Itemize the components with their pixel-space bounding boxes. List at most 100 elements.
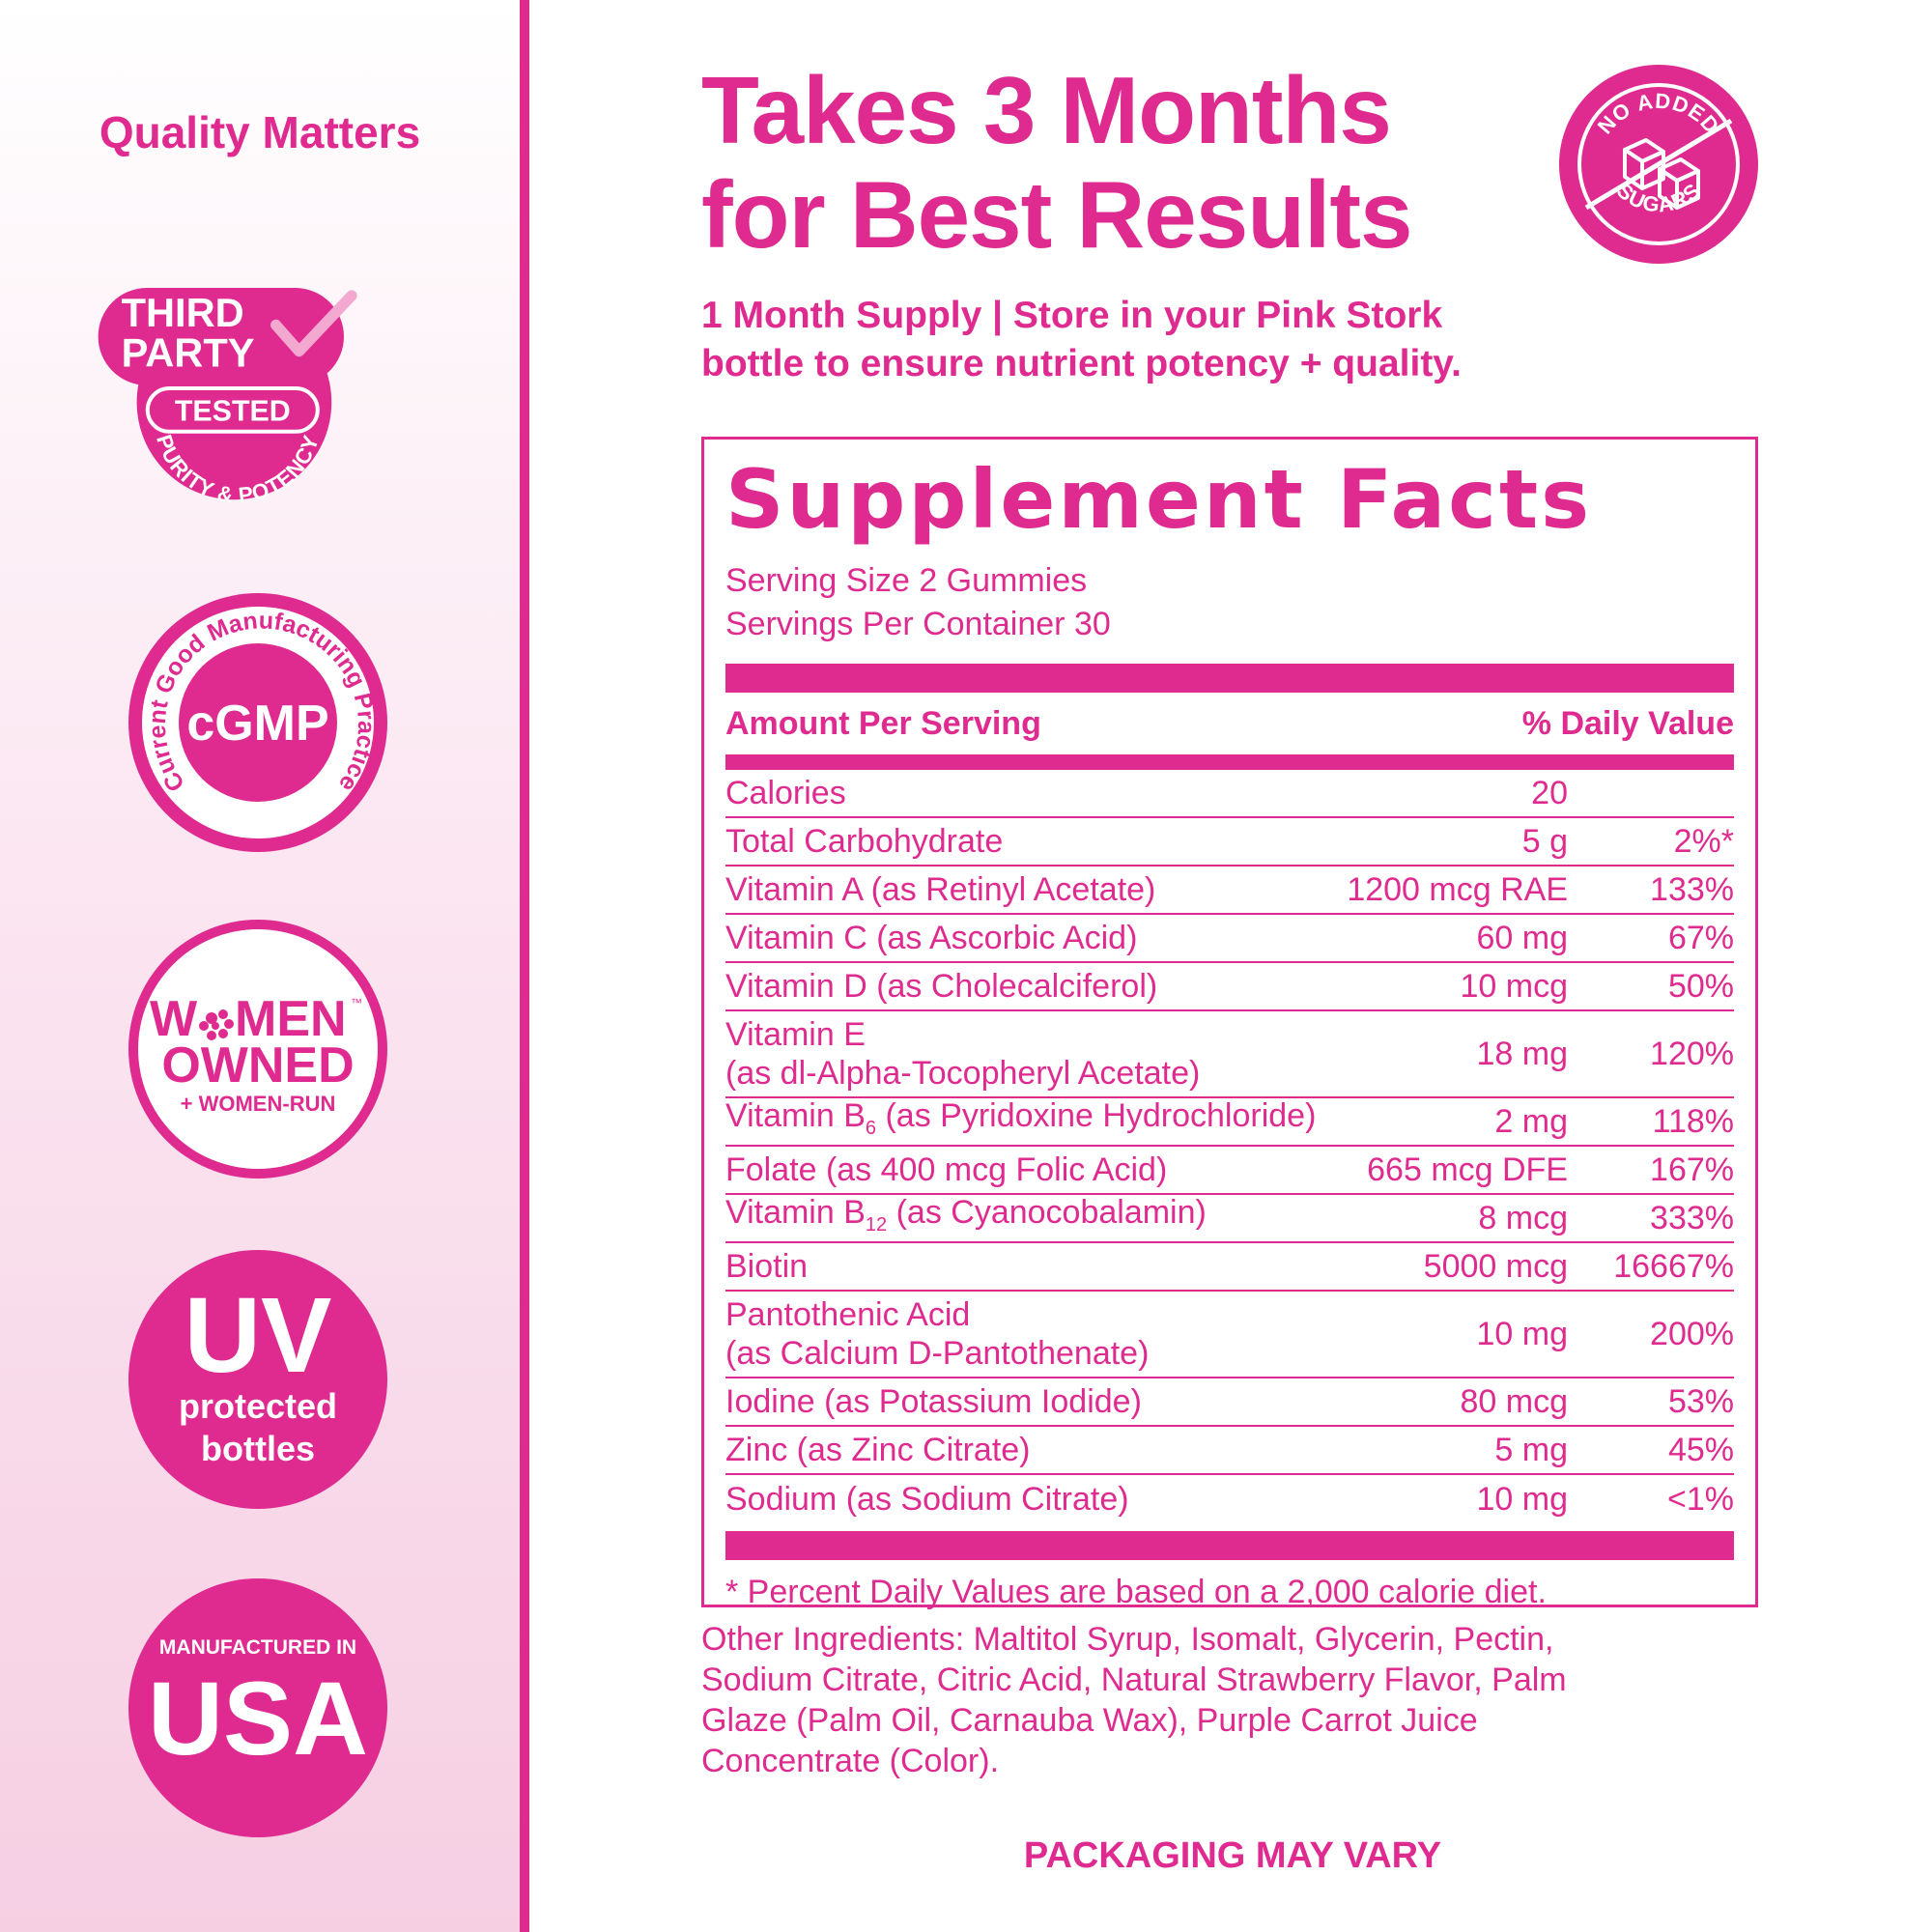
supply-line2: bottle to ensure nutrient potency + qual… xyxy=(701,343,1462,384)
uv-bottles: bottles xyxy=(201,1429,315,1468)
nutrient-amount: 665 mcg DFE xyxy=(1367,1151,1568,1188)
nutrient-name-line2: (as Calcium D-Pantothenate) xyxy=(725,1335,1150,1372)
servings-per-container: Servings Per Container 30 xyxy=(725,606,1111,642)
tested-label: TESTED xyxy=(175,395,291,428)
nutrient-name-pre: Vitamin B xyxy=(725,1193,866,1231)
facts-header-row: Amount Per Serving % Daily Value xyxy=(725,693,1734,754)
ingredients-line2: Sodium Citrate, Citric Acid, Natural Str… xyxy=(701,1662,1567,1698)
nutrient-dv: 50% xyxy=(1667,968,1734,1005)
supply-line1: 1 Month Supply | Store in your Pink Stor… xyxy=(701,295,1443,336)
headline-line2: for Best Results xyxy=(701,161,1413,268)
checkmark-icon: THIRD PARTY TESTED PURITY & POTENCY xyxy=(98,288,357,507)
table-row: Vitamin A (as Retinyl Acetate) 1200 mcg … xyxy=(725,867,1734,915)
quality-title: Quality Matters xyxy=(99,107,421,157)
uv-protected: protected xyxy=(179,1386,337,1426)
nutrient-amount: 1200 mcg RAE xyxy=(1347,871,1568,908)
nutrient-dv: <1% xyxy=(1667,1481,1734,1518)
nutrient-name-line2: (as dl-Alpha-Tocopheryl Acetate) xyxy=(725,1055,1201,1092)
nutrient-name: Total Carbohydrate xyxy=(725,823,1004,860)
nutrient-dv: 2%* xyxy=(1673,823,1734,860)
nutrient-dv: 16667% xyxy=(1613,1248,1734,1285)
nutrient-name-line1: Pantothenic Acid xyxy=(725,1296,971,1333)
table-row: Calories 20 xyxy=(725,770,1734,818)
nutrient-name: Iodine (as Potassium Iodide) xyxy=(725,1383,1142,1420)
headline-line1: Takes 3 Months xyxy=(701,57,1392,163)
nutrient-subscript: 6 xyxy=(865,1117,877,1139)
serving-size: Serving Size 2 Gummies xyxy=(725,562,1088,599)
trademark: ™ xyxy=(351,996,362,1009)
facts-title: Supplement Facts xyxy=(725,452,1593,547)
nutrient-amount: 5 g xyxy=(1521,823,1568,860)
supplement-facts-panel: Supplement Facts Serving Size 2 Gummies … xyxy=(701,437,1758,1610)
cgmp-badge: Current Good Manufacturing Practice cGMP xyxy=(127,591,389,854)
nutrient-subscript: 12 xyxy=(865,1213,888,1236)
table-row: Vitamin B6 (as Pyridoxine Hydrochloride)… xyxy=(725,1096,1734,1148)
third-party-line1: THIRD xyxy=(122,290,244,335)
nutrient-name: Biotin xyxy=(725,1248,809,1285)
nutrient-name: Calories xyxy=(725,775,846,811)
table-row: Zinc (as Zinc Citrate) 5 mg 45% xyxy=(725,1427,1734,1475)
nutrient-name-post: (as Pyridoxine Hydrochloride) xyxy=(876,1096,1317,1134)
nutrient-amount: 8 mcg xyxy=(1478,1200,1568,1236)
nutrient-name: Vitamin B6 (as Pyridoxine Hydrochloride) xyxy=(725,1096,1442,1148)
usa-label: USA xyxy=(148,1660,368,1776)
manufactured-in: MANUFACTURED IN xyxy=(159,1636,356,1659)
nutrient-name: Zinc (as Zinc Citrate) xyxy=(725,1432,1031,1468)
uv-protected-badge: UV protected bottles xyxy=(127,1248,389,1511)
table-row: Vitamin C (as Ascorbic Acid) 60 mg 67% xyxy=(725,915,1734,963)
nutrient-dv: 133% xyxy=(1650,871,1734,908)
nutrient-name: Vitamin B12 (as Cyanocobalamin) xyxy=(725,1193,1375,1244)
nutrient-dv: 333% xyxy=(1650,1200,1734,1236)
nutrient-name: Vitamin C (as Ascorbic Acid) xyxy=(725,920,1138,956)
nutrient-name-post: (as Cyanocobalamin) xyxy=(887,1193,1207,1231)
nutrient-amount: 10 mcg xyxy=(1460,968,1569,1005)
nutrient-dv: 53% xyxy=(1667,1383,1734,1420)
nutrient-dv: 67% xyxy=(1667,920,1734,956)
nutrient-dv: 200% xyxy=(1650,1316,1734,1352)
table-row: Folate (as 400 mcg Folic Acid) 665 mcg D… xyxy=(725,1147,1734,1195)
facts-divider-thick xyxy=(725,664,1734,693)
nutrient-name: Vitamin E (as dl-Alpha-Tocopheryl Acetat… xyxy=(725,1015,1375,1093)
third-party-line2: PARTY xyxy=(122,330,255,376)
facts-divider-bottom xyxy=(725,1531,1734,1560)
facts-footnote: * Percent Daily Values are based on a 2,… xyxy=(725,1574,1547,1610)
nutrient-name: Sodium (as Sodium Citrate) xyxy=(725,1481,1129,1518)
ingredients-line1: Other Ingredients: Maltitol Syrup, Isoma… xyxy=(701,1621,1554,1658)
quality-sidebar: Quality Matters THIRD PARTY TESTED PURIT… xyxy=(0,0,520,1932)
sugar-cubes-icon xyxy=(1623,138,1700,210)
nutrient-amount: 2 mg xyxy=(1494,1103,1568,1140)
packaging-note: PACKAGING MAY VARY xyxy=(1023,1835,1442,1876)
women-owned: OWNED xyxy=(161,1037,354,1094)
women-owned-badge: W MEN ™ OWNED + WOMEN-RUN xyxy=(127,918,389,1180)
ingredients-line3: Glaze (Palm Oil, Carnauba Wax), Purple C… xyxy=(701,1702,1478,1739)
nutrient-dv: 45% xyxy=(1667,1432,1734,1468)
supply-info: 1 Month Supply | Store in your Pink Stor… xyxy=(701,292,1629,388)
nutrient-name: Folate (as 400 mcg Folic Acid) xyxy=(725,1151,1168,1188)
table-row: Vitamin B12 (as Cyanocobalamin) 8 mcg 33… xyxy=(725,1193,1734,1244)
nutrient-amount: 80 mcg xyxy=(1460,1383,1569,1420)
women-run: + WOMEN-RUN xyxy=(181,1092,336,1116)
daily-value-header: % Daily Value xyxy=(1521,704,1734,742)
women-men: MEN xyxy=(235,991,347,1047)
table-row: Total Carbohydrate 5 g 2%* xyxy=(725,818,1734,867)
facts-divider-thin xyxy=(725,754,1734,770)
table-row: Sodium (as Sodium Citrate) 10 mg <1% xyxy=(725,1475,1734,1523)
table-row: Iodine (as Potassium Iodide) 80 mcg 53% xyxy=(725,1378,1734,1427)
nutrient-dv: 120% xyxy=(1650,1036,1734,1072)
table-row: Vitamin D (as Cholecalciferol) 10 mcg 50… xyxy=(725,963,1734,1011)
nutrient-name-pre: Vitamin B xyxy=(725,1096,866,1134)
nutrient-dv: 118% xyxy=(1652,1103,1734,1140)
no-added-sugars-badge: NO ADDED SUGARS xyxy=(1557,63,1760,266)
nutrient-amount: 5 mg xyxy=(1494,1432,1568,1468)
women-w: W xyxy=(150,991,198,1047)
made-in-usa-badge: MANUFACTURED IN USA xyxy=(127,1577,389,1839)
flower-icon xyxy=(199,1009,234,1040)
sidebar-divider xyxy=(520,0,529,1932)
table-row: Biotin 5000 mcg 16667% xyxy=(725,1243,1734,1292)
nutrient-amount: 5000 mcg xyxy=(1423,1248,1568,1285)
nutrient-name: Pantothenic Acid (as Calcium D-Pantothen… xyxy=(725,1295,1375,1373)
cgmp-label: cGMP xyxy=(186,696,328,752)
headline: Takes 3 Months for Best Results xyxy=(701,58,1532,267)
nutrient-amount: 60 mg xyxy=(1476,920,1569,956)
nutrient-amount: 10 mg xyxy=(1476,1481,1569,1518)
